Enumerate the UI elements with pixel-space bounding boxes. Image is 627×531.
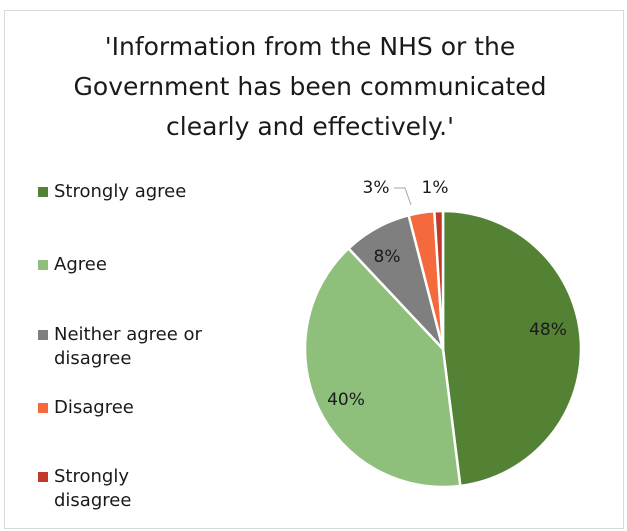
data-label-strongly-agree: 48% [529,320,567,340]
data-label-agree: 40% [327,390,365,410]
data-label-neither-agree-or-disagree: 8% [374,247,401,267]
data-label-strongly-disagree: 1% [422,178,449,198]
pie-slice-strongly-agree [443,211,581,486]
data-label-disagree: 3% [363,178,390,198]
leader-line-disagree [394,188,411,205]
pie-slices [305,211,581,487]
